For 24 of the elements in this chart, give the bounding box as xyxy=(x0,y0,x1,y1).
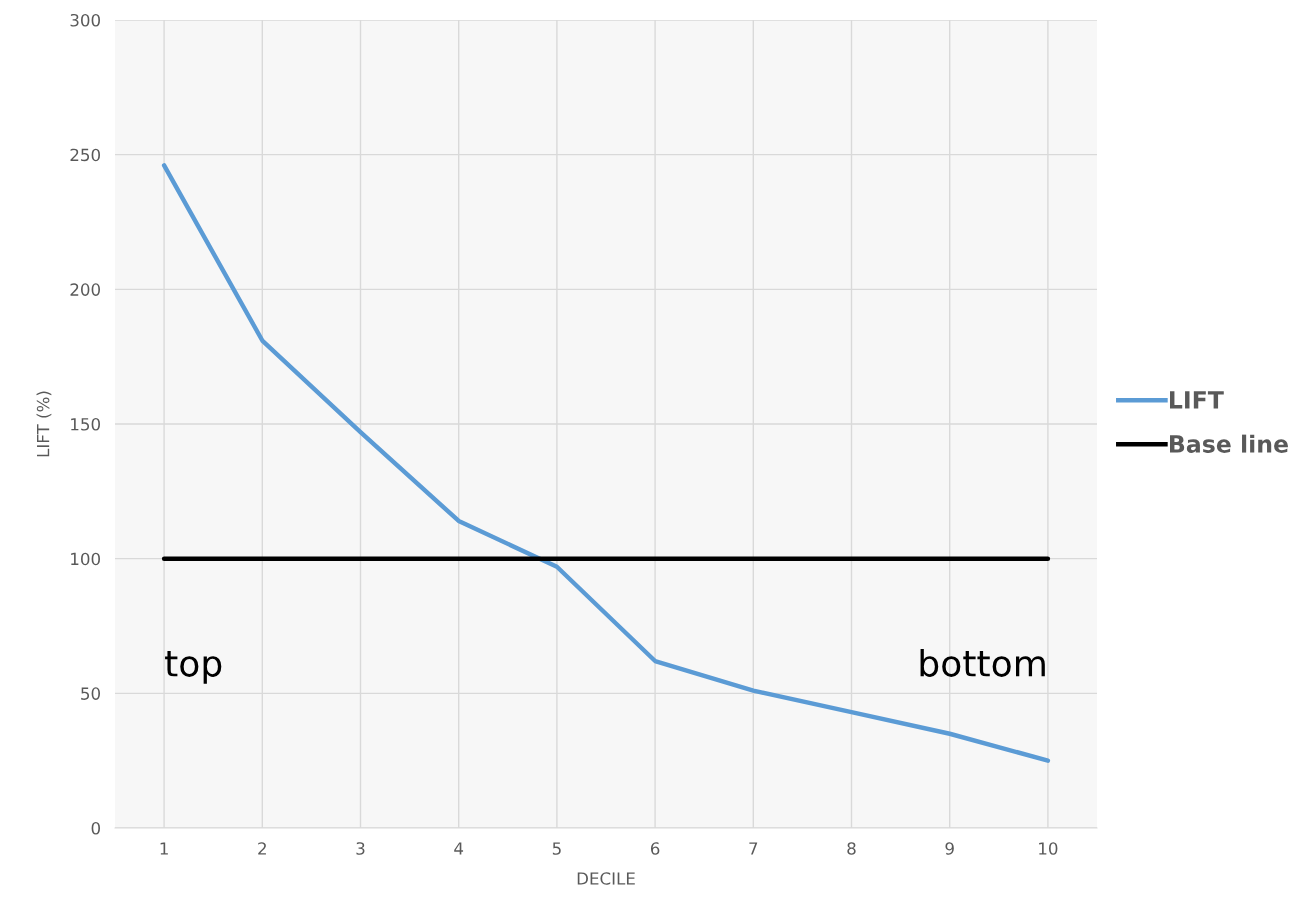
legend-label: Base line xyxy=(1170,434,1288,453)
y-tick-label: 300 xyxy=(70,13,100,27)
y-axis-title: LIFT (%) xyxy=(36,391,52,457)
x-tick-label: 7 xyxy=(749,842,758,855)
x-tick-label: 5 xyxy=(552,842,561,855)
y-tick-label: 200 xyxy=(70,283,100,296)
x-tick-label: 9 xyxy=(945,842,954,855)
y-tick-label: 100 xyxy=(71,552,100,566)
y-tick-label: 150 xyxy=(71,417,100,431)
x-tick-label: 4 xyxy=(454,842,464,855)
line-series xyxy=(161,163,1051,763)
annotation: top xyxy=(165,651,222,684)
y-tick-label: 250 xyxy=(70,148,100,162)
x-tick-label: 6 xyxy=(650,842,660,855)
x-axis-title: DECILE xyxy=(577,872,635,885)
y-tick-label: 50 xyxy=(81,687,100,700)
x-tick-label: 10 xyxy=(1039,842,1058,855)
annotation: bottom xyxy=(920,648,1045,677)
x-tick-label: 1 xyxy=(160,842,168,855)
y-tick-label: 0 xyxy=(91,821,100,835)
legend-label: LIFT xyxy=(1170,391,1224,409)
x-tick-label: 3 xyxy=(356,842,365,855)
x-tick-label: 2 xyxy=(258,842,266,855)
x-tick-label: 8 xyxy=(847,842,856,855)
